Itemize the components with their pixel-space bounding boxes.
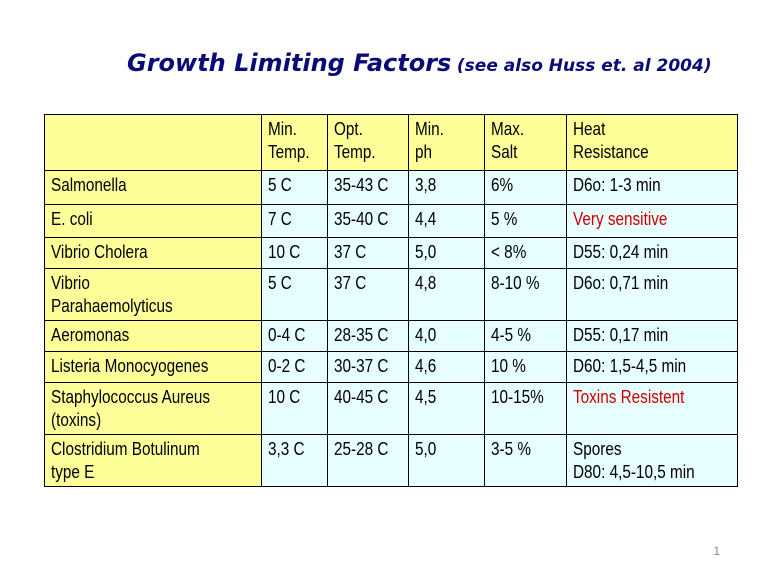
opt-temp-cell: 40-45 C: [327, 382, 409, 435]
min-temp-cell: 0-4 C: [261, 320, 328, 352]
title-main: Growth Limiting Factors: [127, 49, 452, 77]
heat-resistance-cell: Spores D80: 4,5-10,5 min: [566, 434, 738, 487]
max-salt-cell: 4-5 %: [484, 320, 567, 352]
table-row: Salmonella 5 C 35-43 C 3,8 6% D6o: 1-3 min: [44, 170, 738, 205]
min-ph-cell: 4,0: [408, 320, 485, 352]
min-temp-cell: 5 C: [261, 170, 328, 205]
header-cell-corner: [44, 114, 262, 171]
opt-temp-cell: 37 C: [327, 268, 409, 321]
page-number: 1: [713, 544, 720, 558]
opt-temp-cell: 28-35 C: [327, 320, 409, 352]
min-ph-cell: 4,5: [408, 382, 485, 435]
organism-name-cell: Staphylococcus Aureus (toxins): [44, 382, 262, 435]
organism-name-cell: Vibrio Cholera: [44, 237, 262, 269]
growth-factors-table: Min. Temp. Opt. Temp. Min. ph Max. Salt …: [44, 114, 738, 487]
table-row: E. coli 7 C 35-40 C 4,4 5 % Very sensitive: [44, 204, 738, 238]
min-temp-cell: 5 C: [261, 268, 328, 321]
table-header-row: Min. Temp. Opt. Temp. Min. ph Max. Salt …: [44, 114, 738, 171]
max-salt-cell: 10 %: [484, 351, 567, 383]
table-row: Listeria Monocyogenes 0-2 C 30-37 C 4,6 10 %…: [44, 351, 738, 383]
opt-temp-cell: 37 C: [327, 237, 409, 269]
table-row: Vibrio Parahaemolyticus 5 C 37 C 4,8 8-10 % D…: [44, 268, 738, 321]
heat-resistance-cell: D55: 0,24 min: [566, 237, 738, 269]
organism-name-cell: Clostridium Botulinum type E: [44, 434, 262, 487]
organism-name-cell: Aeromonas: [44, 320, 262, 352]
min-ph-cell: 3,8: [408, 170, 485, 205]
min-temp-cell: 10 C: [261, 237, 328, 269]
header-cell-min-temp: Min. Temp.: [261, 114, 328, 171]
title-subtitle: (see also Huss et. al 2004): [456, 56, 712, 76]
min-ph-cell: 4,6: [408, 351, 485, 383]
table-row: Clostridium Botulinum type E 3,3 C 25-28 C…: [44, 434, 738, 487]
heat-resistance-cell: D6o: 0,71 min: [566, 268, 738, 321]
max-salt-cell: 5 %: [484, 204, 567, 238]
min-temp-cell: 7 C: [261, 204, 328, 238]
header-cell-opt-temp: Opt. Temp.: [327, 114, 409, 171]
max-salt-cell: < 8%: [484, 237, 567, 269]
min-ph-cell: 5,0: [408, 237, 485, 269]
opt-temp-cell: 35-43 C: [327, 170, 409, 205]
max-salt-cell: 3-5 %: [484, 434, 567, 487]
min-ph-cell: 4,4: [408, 204, 485, 238]
max-salt-cell: 6%: [484, 170, 567, 205]
min-temp-cell: 10 C: [261, 382, 328, 435]
table-row: Staphylococcus Aureus (toxins) 10 C 40-45 …: [44, 382, 738, 435]
header-cell-heat-resistance: Heat Resistance: [566, 114, 738, 171]
heat-resistance-cell: D55: 0,17 min: [566, 320, 738, 352]
heat-resistance-cell: D6o: 1-3 min: [566, 170, 738, 205]
max-salt-cell: 8-10 %: [484, 268, 567, 321]
min-ph-cell: 5,0: [408, 434, 485, 487]
table-row: Vibrio Cholera 10 C 37 C 5,0 < 8% D55: 0,24 m…: [44, 237, 738, 269]
min-temp-cell: 0-2 C: [261, 351, 328, 383]
heat-resistance-cell: Toxins Resistent: [566, 382, 738, 435]
organism-name-cell: Salmonella: [44, 170, 262, 205]
table-row: Aeromonas 0-4 C 28-35 C 4,0 4-5 % D55: 0,17 m…: [44, 320, 738, 352]
opt-temp-cell: 35-40 C: [327, 204, 409, 238]
organism-name-cell: Vibrio Parahaemolyticus: [44, 268, 262, 321]
organism-name-cell: E. coli: [44, 204, 262, 238]
max-salt-cell: 10-15%: [484, 382, 567, 435]
header-cell-max-salt: Max. Salt: [484, 114, 567, 171]
slide-title: Growth Limiting Factors (see also Huss e…: [127, 50, 727, 76]
organism-name-cell: Listeria Monocyogenes: [44, 351, 262, 383]
min-temp-cell: 3,3 C: [261, 434, 328, 487]
opt-temp-cell: 30-37 C: [327, 351, 409, 383]
heat-resistance-cell: D60: 1,5-4,5 min: [566, 351, 738, 383]
opt-temp-cell: 25-28 C: [327, 434, 409, 487]
heat-resistance-cell: Very sensitive: [566, 204, 738, 238]
min-ph-cell: 4,8: [408, 268, 485, 321]
header-cell-min-ph: Min. ph: [408, 114, 485, 171]
